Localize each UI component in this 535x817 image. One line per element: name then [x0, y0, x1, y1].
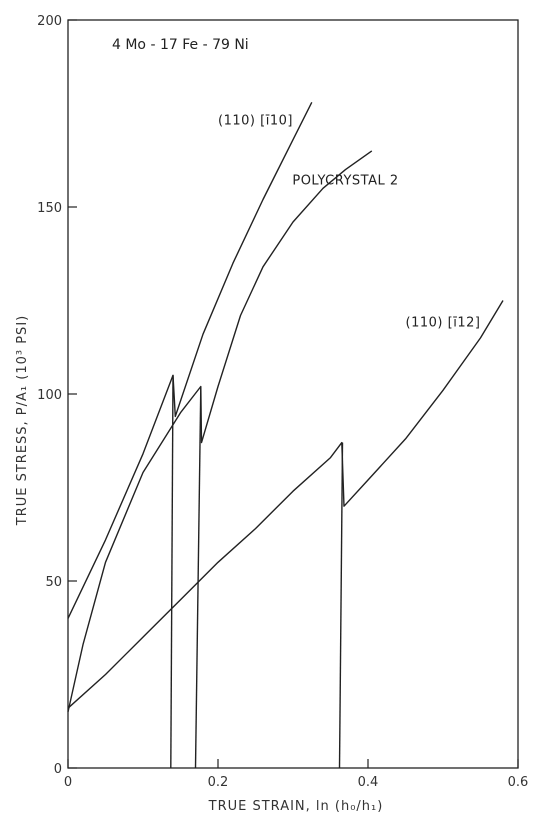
series-label-1: POLYCRYSTAL 2 — [292, 174, 398, 189]
plot-frame-group — [67, 19, 519, 769]
y-tick-label: 0 — [54, 762, 62, 777]
y-axis-title: TRUE STRESS, P/A₁ (10³ PSI) — [15, 315, 30, 526]
curves-group — [67, 101, 504, 769]
unloading-drop-line-4 — [194, 386, 202, 769]
x-tick-label: 0.2 — [208, 775, 229, 790]
alloy-annotation: 4 Mo - 17 Fe - 79 Ni — [112, 37, 249, 53]
labels-group: (110) [ī10] POLYCRYSTAL 2 (110) [ī12] — [218, 114, 480, 331]
series-line-0 — [67, 101, 313, 619]
plot-frame — [67, 19, 519, 769]
x-tick-label: 0.4 — [358, 775, 379, 790]
y-tick-label: 150 — [37, 201, 62, 216]
series-line-1 — [67, 150, 373, 713]
unloading-drop-line-3 — [170, 375, 174, 769]
axis-ticks-group: 0 50 100 150 200 0 0.2 0.4 0.6 — [37, 14, 528, 790]
x-tick-label: 0.6 — [508, 775, 529, 790]
series-label-2: (110) [ī12] — [406, 316, 481, 331]
unloading-drop-line-5 — [338, 442, 344, 769]
y-tick-label: 50 — [45, 575, 62, 590]
y-tick-label: 200 — [37, 14, 62, 29]
x-tick-label: 0 — [64, 775, 72, 790]
x-axis-title: TRUE STRAIN, ln (h₀/h₁) — [208, 799, 384, 814]
series-line-2 — [67, 300, 504, 709]
y-tick-label: 100 — [37, 388, 62, 403]
series-label-0: (110) [ī10] — [218, 114, 293, 129]
